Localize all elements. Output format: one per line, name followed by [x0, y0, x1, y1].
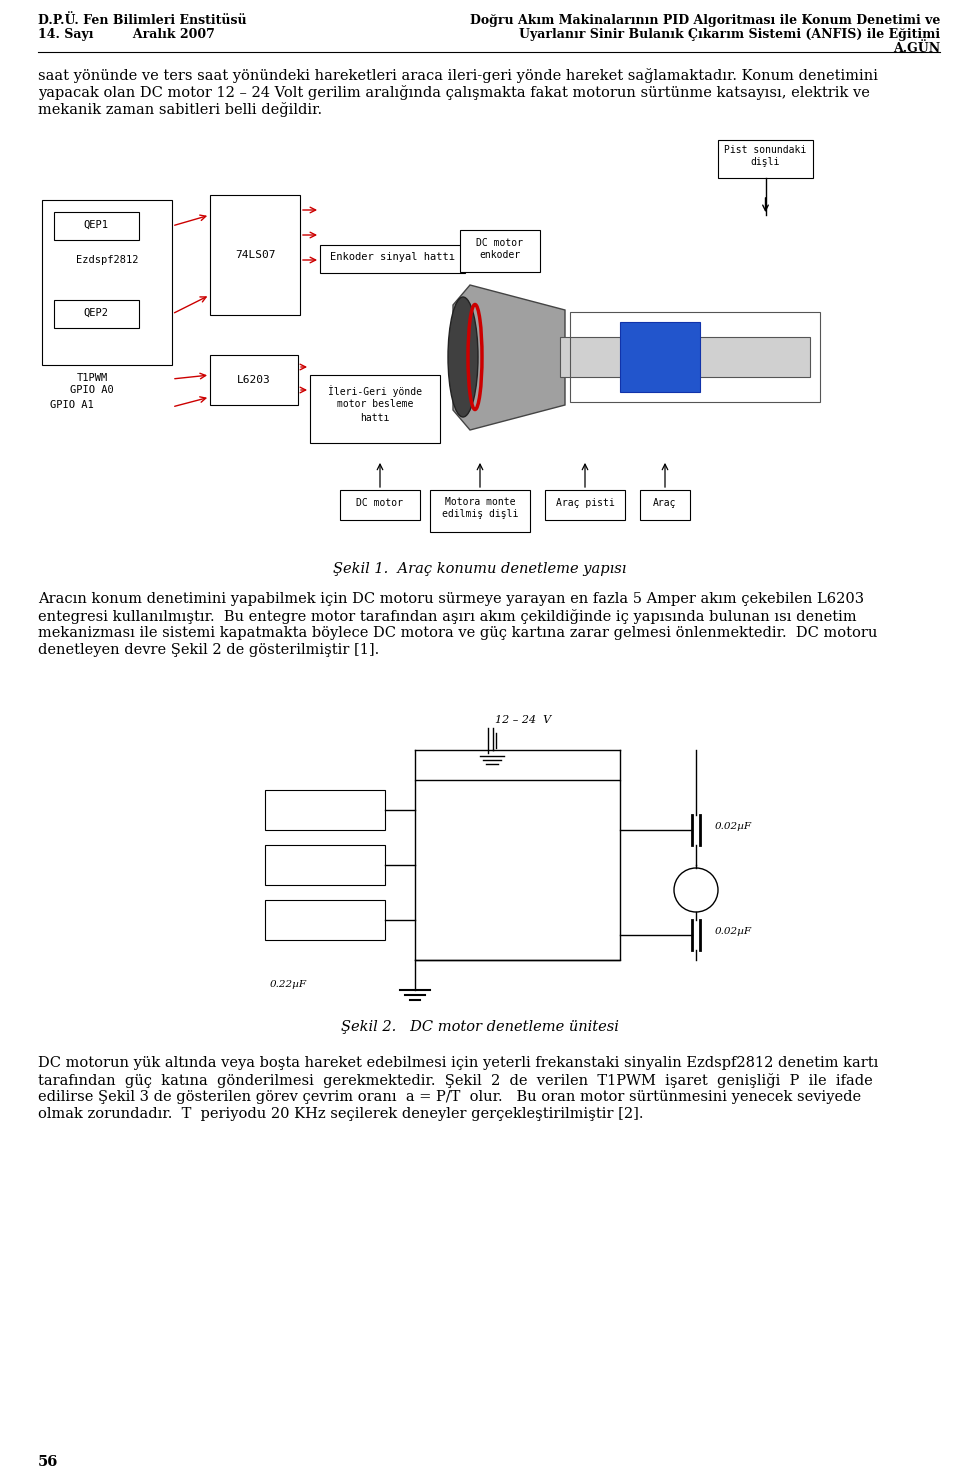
- Text: QEP2: QEP2: [84, 308, 108, 318]
- Text: dişli: dişli: [751, 158, 780, 167]
- Bar: [265, 845, 385, 884]
- Bar: [42, 200, 172, 366]
- Bar: [460, 230, 540, 273]
- Text: QEP1: QEP1: [84, 220, 108, 230]
- Text: tarafından  güç  katına  gönderilmesi  gerekmektedir.  Şekil  2  de  verilen  T1: tarafından güç katına gönderilmesi gerek…: [38, 1073, 873, 1088]
- Bar: [718, 140, 813, 178]
- Text: edilirse Şekil 3 de gösterilen görev çevrim oranı  a = P/T  olur.   Bu oran moto: edilirse Şekil 3 de gösterilen görev çev…: [38, 1089, 861, 1104]
- Text: Ezdspf2812: Ezdspf2812: [76, 255, 138, 265]
- Text: entegresi kullanılmıştır.  Bu entegre motor tarafından aşırı akım çekildiğinde i: entegresi kullanılmıştır. Bu entegre mot…: [38, 609, 856, 624]
- Text: DC motor: DC motor: [356, 498, 403, 509]
- Text: Aracın konum denetimini yapabilmek için DC motoru sürmeye yarayan en fazla 5 Amp: Aracın konum denetimini yapabilmek için …: [38, 593, 864, 606]
- Text: hattı: hattı: [360, 413, 390, 423]
- Text: 0.02µF: 0.02µF: [715, 822, 752, 831]
- Bar: [340, 489, 420, 520]
- Text: 74LS07: 74LS07: [235, 251, 276, 259]
- Text: L6203: L6203: [237, 374, 271, 385]
- Text: 0.02µF: 0.02µF: [715, 927, 752, 936]
- Text: mekanik zaman sabitleri belli değildir.: mekanik zaman sabitleri belli değildir.: [38, 102, 323, 116]
- Text: İleri-Geri yönde: İleri-Geri yönde: [328, 385, 422, 397]
- Text: 12 – 24  V: 12 – 24 V: [495, 715, 551, 725]
- Text: olmak zorundadır.  T  periyodu 20 KHz seçilerek deneyler gerçekleştirilmiştir [2: olmak zorundadır. T periyodu 20 KHz seçi…: [38, 1107, 643, 1122]
- Ellipse shape: [448, 296, 478, 417]
- Text: 56: 56: [38, 1455, 59, 1470]
- Text: Araç: Araç: [653, 498, 677, 509]
- Bar: [570, 312, 820, 402]
- Text: GPIO A1: GPIO A1: [50, 399, 94, 410]
- Text: edilmiş dişli: edilmiş dişli: [442, 509, 518, 519]
- Circle shape: [674, 868, 718, 912]
- Text: Doğru Akım Makinalarının PID Algoritması ile Konum Denetimi ve: Doğru Akım Makinalarının PID Algoritması…: [469, 13, 940, 27]
- Text: D.P.Ü. Fen Bilimleri Enstitüsü: D.P.Ü. Fen Bilimleri Enstitüsü: [38, 13, 247, 27]
- Text: 14. Sayı         Aralık 2007: 14. Sayı Aralık 2007: [38, 28, 215, 41]
- Text: Pist sonundaki: Pist sonundaki: [725, 144, 806, 155]
- Text: saat yönünde ve ters saat yönündeki hareketleri araca ileri-geri yönde hareket s: saat yönünde ve ters saat yönündeki hare…: [38, 68, 878, 83]
- Bar: [430, 489, 530, 532]
- Text: GPIO A0: GPIO A0: [70, 385, 114, 395]
- Bar: [310, 374, 440, 444]
- Text: mekanizması ile sistemi kapatmakta böylece DC motora ve güç kartına zarar gelmes: mekanizması ile sistemi kapatmakta böyle…: [38, 626, 877, 640]
- Text: 0.22µF: 0.22µF: [270, 980, 307, 989]
- Polygon shape: [453, 284, 565, 430]
- Text: Şekil 2.   DC motor denetleme ünitesi: Şekil 2. DC motor denetleme ünitesi: [341, 1020, 619, 1033]
- Text: motor besleme: motor besleme: [337, 399, 413, 408]
- Bar: [320, 245, 465, 273]
- Text: Araç pisti: Araç pisti: [556, 498, 614, 509]
- Text: DC motorun yük altında veya boşta hareket edebilmesi için yeterli frekanstaki si: DC motorun yük altında veya boşta hareke…: [38, 1055, 878, 1070]
- Bar: [265, 790, 385, 830]
- Bar: [620, 321, 700, 392]
- Bar: [210, 355, 298, 405]
- Bar: [545, 489, 625, 520]
- Text: Enkoder sinyal hattı: Enkoder sinyal hattı: [330, 252, 455, 262]
- Text: enkoder: enkoder: [479, 251, 520, 259]
- Text: Şekil 1.  Araç konumu denetleme yapısı: Şekil 1. Araç konumu denetleme yapısı: [333, 562, 627, 576]
- Bar: [54, 212, 139, 240]
- Bar: [640, 489, 690, 520]
- Bar: [265, 901, 385, 940]
- Text: A.GÜN: A.GÜN: [893, 41, 940, 55]
- Text: yapacak olan DC motor 12 – 24 Volt gerilim aralığında çalışmakta fakat motorun s: yapacak olan DC motor 12 – 24 Volt geril…: [38, 85, 870, 100]
- Bar: [210, 195, 300, 315]
- Text: Uyarlanır Sinir Bulanık Çıkarım Sistemi (ANFIS) ile Eğitimi: Uyarlanır Sinir Bulanık Çıkarım Sistemi …: [518, 28, 940, 41]
- Bar: [54, 301, 139, 329]
- Bar: [415, 780, 620, 960]
- Text: Motora monte: Motora monte: [444, 497, 516, 507]
- Bar: [560, 338, 810, 377]
- Text: DC motor: DC motor: [476, 237, 523, 248]
- Text: denetleyen devre Şekil 2 de gösterilmiştir [1].: denetleyen devre Şekil 2 de gösterilmişt…: [38, 643, 379, 657]
- Text: T1PWM: T1PWM: [77, 373, 108, 383]
